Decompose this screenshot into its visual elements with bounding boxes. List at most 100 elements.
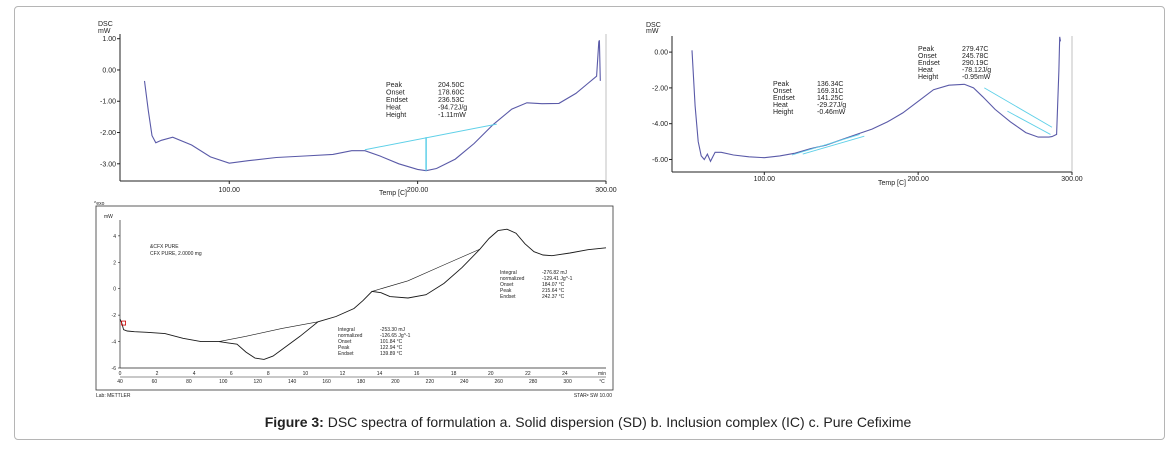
annotation2-key: Integral (500, 270, 517, 276)
x-tick-temp-label: 220 (426, 379, 435, 385)
x-tick-min-label: 14 (377, 371, 383, 377)
y-tick-label: -1.00 (100, 99, 116, 106)
x-tick-min-label: 4 (193, 371, 196, 377)
x-tick-min-label: 2 (156, 371, 159, 377)
x-tick-temp-label: 260 (495, 379, 504, 385)
panel-border (95, 205, 614, 391)
info-top-key: Height (918, 74, 938, 81)
y-tick-label: 0.00 (102, 67, 116, 74)
exo-label: ^exo (94, 201, 105, 207)
baseline (802, 135, 865, 155)
y-tick-label: -3.00 (100, 161, 116, 168)
x-tick-min-label: 10 (303, 371, 309, 377)
info-value: 236.53C (438, 97, 464, 104)
figure-caption: Figure 3: DSC spectra of formulation a. … (0, 414, 1176, 430)
info-bottom-key: Endset (773, 95, 795, 102)
dsc-curve (143, 40, 601, 172)
dsc-curve (119, 228, 607, 360)
x-tick-min-label: 18 (451, 371, 457, 377)
annotation1-key: normalized (338, 333, 363, 339)
y-axis-label: DSC (646, 22, 661, 29)
info-bottom-key: Onset (773, 88, 792, 95)
info-top-value: 290.19C (962, 60, 988, 67)
info-top-key: Heat (918, 67, 933, 74)
info-key: Peak (386, 82, 402, 89)
info-bottom-value: -0.46mW (817, 109, 846, 116)
y-axis-label: mW (98, 28, 111, 35)
annotation2-key: Endset (500, 294, 516, 300)
x-tick-temp-label: 160 (322, 379, 331, 385)
annotation2-value: -276.82 mJ (542, 270, 568, 276)
y-tick-label: -2.00 (652, 85, 668, 92)
baseline (791, 133, 860, 156)
x-tick-min-label: 6 (230, 371, 233, 377)
annotation2-value: 215.64 °C (542, 288, 565, 294)
caption-label: Figure 3: (264, 414, 324, 430)
x-tick-temp-label: 240 (460, 379, 469, 385)
info-top-value: -0.95mW (962, 74, 991, 81)
x-tick-temp-label: 200 (391, 379, 400, 385)
baseline (364, 123, 497, 151)
annotation1-value: -126.65 Jg^-1 (380, 333, 411, 339)
x-axis-label: Temp [C] (878, 180, 906, 187)
x-tick-temp-label: 280 (529, 379, 538, 385)
info-bottom-value: 136.34C (817, 81, 843, 88)
x-tick-temp-label: 40 (117, 379, 123, 385)
info-top-key: Onset (918, 53, 937, 60)
info-bottom-value: 141.25C (817, 95, 843, 102)
annotation1-value: 122.94 °C (380, 345, 403, 351)
info-value: -1.11mW (438, 112, 466, 119)
x-tick-temp-label: °C (599, 379, 605, 385)
y-tick-label: -2.00 (100, 130, 116, 137)
y-tick-label: 0.00 (654, 50, 668, 57)
annotation1-value: 139.89 °C (380, 351, 403, 357)
sample-label: CFX PURE, 2.0000 mg (150, 251, 202, 257)
x-tick-label: 200.00 (407, 187, 429, 194)
annotation1-key: Endset (338, 351, 354, 357)
x-tick-min-label: 20 (488, 371, 494, 377)
annotation2-value: -129.41 Jg^-1 (542, 276, 573, 282)
x-tick-label: 300.00 (595, 187, 617, 194)
x-tick-min-label: 24 (562, 371, 568, 377)
x-tick-min-label: 16 (414, 371, 420, 377)
y-tick-label: 0 (113, 287, 116, 293)
info-bottom-key: Peak (773, 81, 789, 88)
sample-label: &CFX PURE (150, 244, 179, 250)
x-tick-temp-label: 300 (563, 379, 572, 385)
lab-label: Lab: METTLER (96, 393, 131, 399)
x-tick-temp-label: 140 (288, 379, 297, 385)
caption-text: DSC spectra of formulation a. Solid disp… (327, 414, 912, 430)
annotation1-key: Onset (338, 339, 352, 345)
start-marker (121, 320, 127, 326)
x-tick-temp-label: 120 (254, 379, 263, 385)
y-tick-label: 1.00 (102, 36, 116, 43)
info-value: -94.72J/g (438, 105, 467, 112)
info-bottom-key: Heat (773, 102, 788, 109)
x-tick-label: 200.00 (907, 176, 929, 183)
x-tick-min-label: 0 (119, 371, 122, 377)
info-key: Heat (386, 105, 401, 112)
x-tick-label: 100.00 (219, 187, 241, 194)
annotation2-key: Peak (500, 288, 512, 294)
y-axis-label: mW (646, 28, 659, 35)
info-bottom-value: -29.27J/g (817, 102, 846, 109)
y-tick-label: -4.00 (652, 121, 668, 128)
x-tick-min-label: min (598, 371, 606, 377)
x-tick-temp-label: 80 (186, 379, 192, 385)
info-value: 204.50C (438, 82, 464, 89)
x-tick-min-label: 22 (525, 371, 531, 377)
y-axis-label: mW (104, 214, 113, 220)
annotation2-key: normalized (500, 276, 525, 282)
y-tick-label: -6 (112, 366, 117, 372)
y-tick-label: 2 (113, 260, 116, 266)
annotation1-value: 101.84 °C (380, 339, 403, 345)
x-tick-label: 100.00 (754, 176, 776, 183)
info-top-value: 245.78C (962, 53, 988, 60)
info-bottom-key: Height (773, 109, 793, 116)
x-tick-temp-label: 100 (219, 379, 228, 385)
info-bottom-value: 169.31C (817, 88, 843, 95)
x-tick-min-label: 12 (340, 371, 346, 377)
